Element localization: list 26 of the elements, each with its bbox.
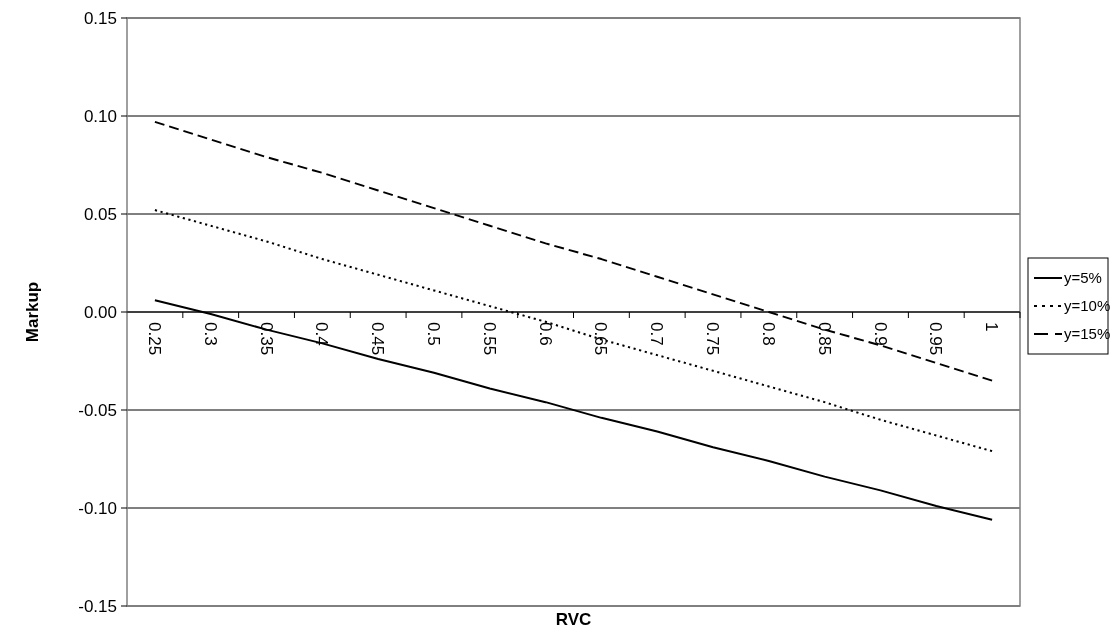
x-tick-label: 0.65 bbox=[591, 322, 611, 356]
x-tick-label: 0.25 bbox=[144, 322, 164, 356]
x-tick-label: 0.55 bbox=[479, 322, 499, 356]
y-tick-label: 0.10 bbox=[83, 106, 117, 126]
y-tick-label: 0.05 bbox=[83, 204, 117, 224]
y-tick-label: 0.15 bbox=[83, 8, 117, 28]
x-tick-label: 0.6 bbox=[535, 322, 555, 346]
y-tick-label: -0.15 bbox=[78, 596, 117, 616]
x-tick-label: 0.7 bbox=[647, 322, 667, 346]
x-tick-label: 0.45 bbox=[368, 322, 388, 356]
x-tick-label: 0.9 bbox=[870, 322, 890, 346]
x-tick-label: 1 bbox=[982, 322, 1002, 332]
y-axis-title: Markup bbox=[23, 281, 42, 343]
x-axis-title: RVC bbox=[555, 610, 592, 629]
y-tick-label: -0.05 bbox=[78, 400, 117, 420]
legend-label: y=10% bbox=[1064, 297, 1110, 315]
y-tick-label: 0.00 bbox=[83, 302, 117, 322]
legend-label: y=5% bbox=[1064, 269, 1102, 287]
x-tick-label: 0.3 bbox=[200, 322, 220, 346]
legend-label: y=15% bbox=[1064, 325, 1110, 343]
x-tick-label: 0.8 bbox=[758, 322, 778, 346]
x-tick-label: 0.95 bbox=[926, 322, 946, 356]
y-tick-label: -0.10 bbox=[78, 498, 117, 518]
x-tick-label: 0.75 bbox=[703, 322, 723, 356]
x-tick-label: 0.5 bbox=[424, 322, 444, 346]
x-tick-label: 0.85 bbox=[814, 322, 834, 356]
